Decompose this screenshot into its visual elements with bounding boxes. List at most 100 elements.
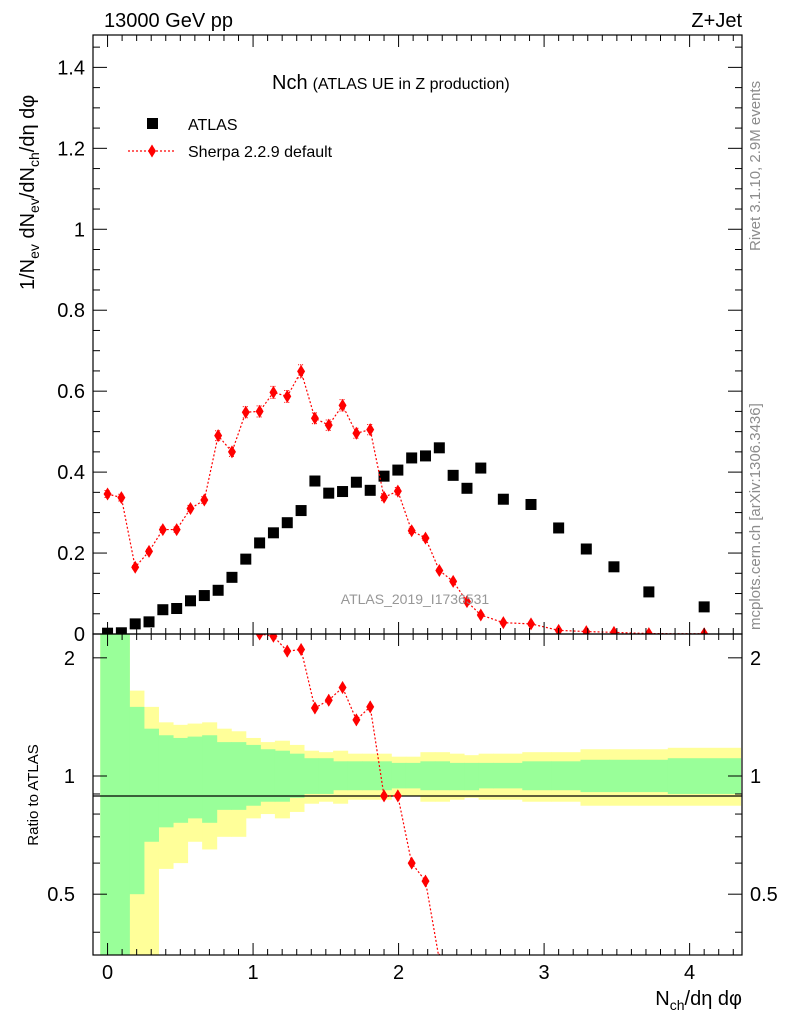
band-inner-bin: [449, 762, 465, 791]
ratio-point: [366, 700, 375, 714]
atlas-point: [212, 584, 224, 596]
band-inner-bin: [420, 761, 436, 791]
band-inner-bin: [260, 749, 276, 802]
sherpa-point: [297, 364, 306, 378]
sherpa-point: [241, 405, 250, 419]
band-inner-bin: [522, 761, 552, 791]
sherpa-point: [131, 560, 140, 574]
band-inner-bin: [216, 742, 232, 810]
top-y-tick-label: 0.6: [57, 381, 85, 403]
band-inner-bin: [362, 761, 378, 791]
sherpa-point: [499, 616, 508, 630]
sherpa-point: [527, 617, 536, 631]
sherpa-point: [393, 484, 402, 498]
analysis-watermark: ATLAS_2019_I1736531: [341, 591, 490, 607]
sherpa-point: [310, 411, 319, 425]
sherpa-point: [609, 625, 618, 634]
sherpa-point: [200, 493, 209, 507]
ratio-point: [283, 644, 292, 658]
sherpa-point: [186, 502, 195, 516]
atlas-point: [350, 476, 362, 488]
sherpa-point: [158, 523, 167, 537]
plot-title: Nch (ATLAS UE in Z production): [272, 72, 510, 94]
sherpa-point: [366, 423, 375, 437]
sherpa-point: [283, 389, 292, 403]
ratio-point: [407, 856, 416, 870]
sherpa-point: [255, 404, 264, 418]
atlas-point: [420, 450, 432, 462]
sherpa-point: [269, 385, 278, 399]
band-inner-bin: [114, 634, 130, 955]
ratio-point: [269, 634, 278, 643]
legend-label-atlas: ATLAS: [188, 117, 238, 134]
sherpa-point: [103, 487, 112, 501]
atlas-point: [643, 586, 655, 598]
band-inner-bin: [100, 634, 116, 955]
bottom-y-tick-label-right: 1: [750, 766, 761, 788]
atlas-point: [337, 486, 349, 498]
sherpa-point: [462, 595, 471, 609]
sherpa-point: [145, 544, 154, 558]
atlas-point: [378, 470, 390, 482]
band-inner-bin: [376, 761, 392, 791]
sherpa-point: [449, 574, 458, 588]
atlas-point: [115, 627, 127, 634]
legend-marker-atlas: [147, 118, 158, 129]
x-tick-label: 0: [102, 962, 113, 984]
band-inner-bin: [158, 735, 174, 828]
atlas-point: [433, 442, 445, 454]
atlas-point: [267, 527, 279, 539]
legend-marker-sherpa: [148, 144, 156, 158]
atlas-point: [553, 522, 565, 534]
sherpa-point: [214, 429, 223, 443]
sherpa-point: [476, 608, 485, 622]
atlas-point: [475, 462, 487, 474]
ratio-point: [310, 701, 319, 715]
sherpa-point: [644, 627, 653, 634]
mcplots-credit-label: mcplots.cern.ch [arXiv:1306.3436]: [747, 403, 764, 630]
band-inner-bin: [202, 735, 218, 823]
x-tick-label: 4: [684, 962, 695, 984]
band-inner-bin: [173, 737, 189, 823]
band-inner-bin: [580, 759, 611, 793]
band-inner-bin: [638, 759, 669, 793]
atlas-point: [129, 618, 141, 630]
top-y-tick-label: 1: [74, 219, 85, 241]
atlas-point: [447, 469, 459, 481]
atlas-point: [281, 517, 293, 529]
band-inner-bin: [289, 753, 305, 798]
band-inner-bin: [143, 728, 159, 842]
sherpa-point: [421, 531, 430, 545]
atlas-point: [497, 493, 509, 505]
top-y-tick-label: 0: [74, 624, 85, 646]
top-y-tick-label: 1.2: [57, 138, 85, 160]
atlas-point: [254, 537, 266, 549]
bottom-panel-frame: [92, 633, 743, 956]
atlas-point: [309, 475, 321, 487]
sherpa-point: [435, 563, 444, 577]
sherpa-point: [227, 445, 236, 459]
ratio-point: [324, 693, 333, 707]
top-y-tick-label: 1.4: [57, 57, 85, 79]
bottom-y-tick-label-left: 0.5: [47, 884, 75, 906]
atlas-point: [226, 571, 238, 583]
ratio-point: [352, 713, 361, 727]
sherpa-point: [324, 418, 333, 432]
band-inner-bin: [434, 761, 451, 791]
sherpa-point: [380, 490, 389, 504]
band-inner-bin: [464, 762, 480, 791]
band-inner-bin: [333, 761, 349, 791]
band-inner-bin: [478, 762, 494, 789]
sherpa-point: [407, 524, 416, 538]
header-energy-label: 13000 GeV pp: [104, 10, 233, 32]
atlas-point: [171, 603, 183, 615]
legend: ATLAS Sherpa 2.2.9 default: [128, 117, 333, 161]
rivet-version-label: Rivet 3.1.10, 2.9M events: [747, 81, 764, 251]
ratio-point: [297, 643, 306, 657]
atlas-point: [364, 484, 376, 496]
atlas-point: [608, 561, 620, 573]
atlas-point: [323, 487, 335, 499]
series-atlas: [102, 442, 710, 634]
x-axis-label: Nch/dη dφ: [655, 988, 742, 1013]
